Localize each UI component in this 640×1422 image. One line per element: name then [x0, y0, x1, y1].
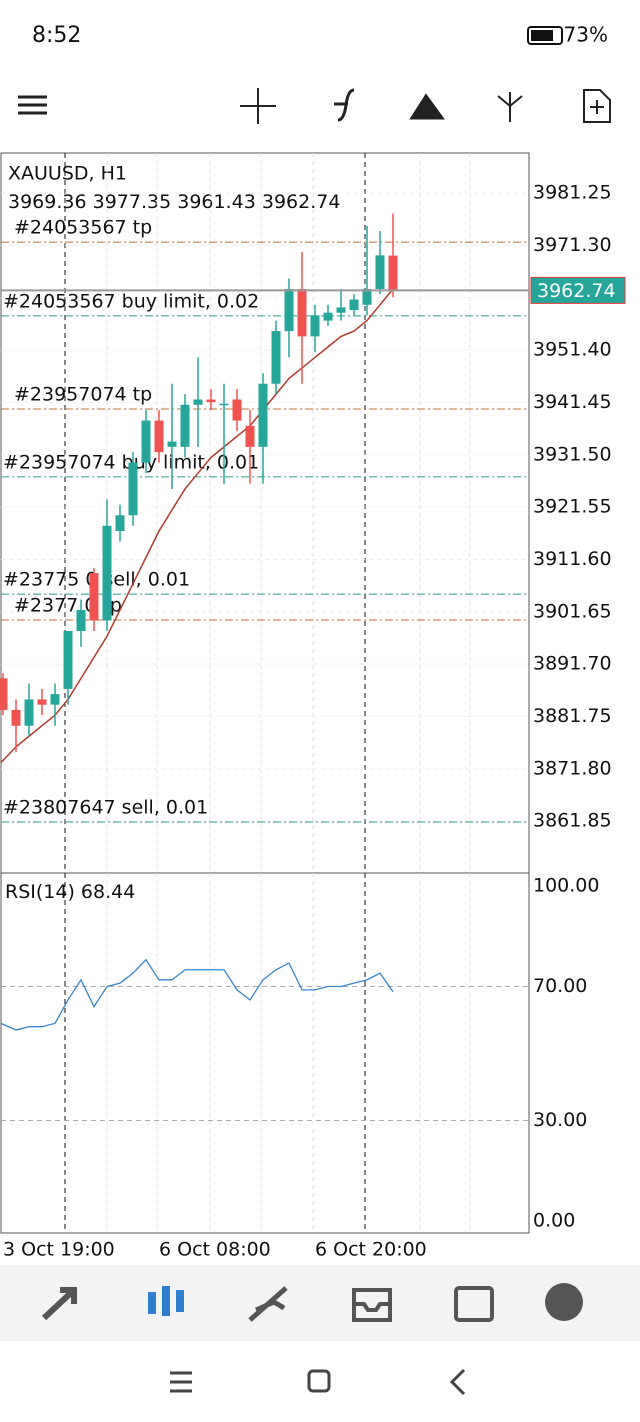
chart-frame: [0, 152, 530, 1234]
y-tick-label: 3981.25: [533, 181, 612, 203]
candle-body: [362, 289, 372, 305]
candle-body: [0, 678, 8, 710]
candle-body: [115, 515, 125, 532]
x-tick-label: 3 Oct 19:00: [3, 1239, 115, 1261]
candle-body: [349, 299, 359, 311]
candle-body: [245, 425, 255, 447]
candle-body: [154, 420, 164, 453]
order-label: #23957074 tp: [14, 383, 152, 405]
y-tick-label: 3881.75: [533, 705, 612, 727]
candle-body: [271, 331, 281, 384]
candle-body: [89, 573, 99, 621]
function-icon[interactable]: [334, 88, 355, 122]
battery-level: [531, 30, 553, 41]
price-tag: [530, 276, 626, 304]
nav-home[interactable]: [307, 1369, 331, 1393]
candle-body: [37, 699, 47, 705]
chat-tab[interactable]: [545, 1283, 583, 1321]
order-label: #23957074 buy limit, 0.01: [3, 451, 259, 473]
crosshair-icon[interactable]: [240, 88, 276, 124]
candle-body: [284, 289, 294, 332]
ohlc-info: 3969.36 3977.35 3961.43 3962.74: [8, 191, 340, 213]
candle-body: [258, 383, 268, 447]
high: 3977.35: [93, 191, 172, 213]
y-tick-label: 3871.80: [533, 757, 612, 779]
y-tick-label: 3911.60: [533, 548, 612, 570]
rsi-tick-label: 100.00: [533, 875, 599, 897]
candle-body: [297, 289, 307, 337]
candle-body: [141, 420, 151, 463]
trade-tab[interactable]: [248, 1286, 288, 1322]
candle-body: [310, 315, 320, 337]
toolbar: [18, 88, 611, 124]
new-order-icon[interactable]: [583, 89, 611, 123]
y-tick-label: 3971.30: [533, 234, 612, 256]
y-tick-label: 3951.40: [533, 339, 612, 361]
rsi-name: RSI(14): [5, 881, 75, 903]
candle-body: [63, 631, 73, 689]
menu-icon[interactable]: [18, 95, 47, 115]
candle-body: [128, 462, 138, 516]
candle-body: [193, 399, 203, 405]
x-tick-label: 6 Oct 20:00: [315, 1239, 427, 1261]
battery: 73%: [564, 23, 608, 47]
order-label: #24053567 tp: [14, 217, 152, 239]
tab-bar: [0, 1265, 640, 1341]
candle-body: [375, 255, 385, 290]
close: 3962.74: [262, 191, 341, 213]
rsi-tick-label: 0.00: [533, 1209, 575, 1231]
status-time: 8:52: [32, 23, 81, 48]
y-tick-label: 3941.45: [533, 391, 612, 413]
candle-body: [24, 699, 34, 726]
rsi-value: 68.44: [81, 881, 135, 903]
candle-body: [219, 403, 229, 406]
x-tick-label: 6 Oct 08:00: [159, 1239, 271, 1261]
trade-icon[interactable]: [497, 92, 523, 122]
candle-body: [180, 404, 190, 447]
rsi-label: RSI(14) 68.44: [5, 881, 135, 903]
nav-back[interactable]: [449, 1368, 466, 1396]
tabs: [41, 1283, 583, 1322]
candle-body: [206, 399, 216, 403]
price-tag-label: 3962.74: [537, 280, 616, 302]
candle-body: [50, 694, 60, 705]
candle-body: [102, 525, 112, 621]
nav-menu[interactable]: [170, 1371, 192, 1393]
candle-body: [167, 441, 177, 447]
rsi-tick-label: 70.00: [533, 975, 587, 997]
y-tick-label: 3861.85: [533, 810, 612, 832]
low: 3961.43: [177, 191, 256, 213]
nav-bar: [170, 1368, 466, 1396]
quotes-tab[interactable]: [41, 1287, 77, 1321]
candle-body: [388, 255, 398, 291]
chart-tab[interactable]: [148, 1286, 184, 1316]
order-label: #23807647 sell, 0.01: [3, 797, 208, 819]
history-tab[interactable]: [352, 1288, 392, 1322]
candle-body: [76, 609, 86, 632]
candle-body: [11, 709, 21, 726]
rsi-line: [0, 958, 394, 1031]
candle-body: [232, 399, 242, 421]
y-tick-label: 3901.65: [533, 600, 612, 622]
open: 3969.36: [8, 191, 87, 213]
y-tick-label: 3931.50: [533, 443, 612, 465]
candle-body: [336, 307, 346, 313]
objects-icon[interactable]: [409, 93, 445, 120]
battery-icon: [527, 26, 563, 45]
order-label: #24053567 buy limit, 0.02: [3, 290, 259, 312]
symbol: XAUUSD, H1: [8, 163, 127, 185]
ma-line: [0, 288, 394, 764]
news-tab[interactable]: [454, 1286, 494, 1322]
y-tick-label: 3921.55: [533, 496, 612, 518]
y-tick-label: 3891.70: [533, 653, 612, 675]
candle-body: [323, 312, 333, 321]
rsi-tick-label: 30.00: [533, 1109, 587, 1131]
